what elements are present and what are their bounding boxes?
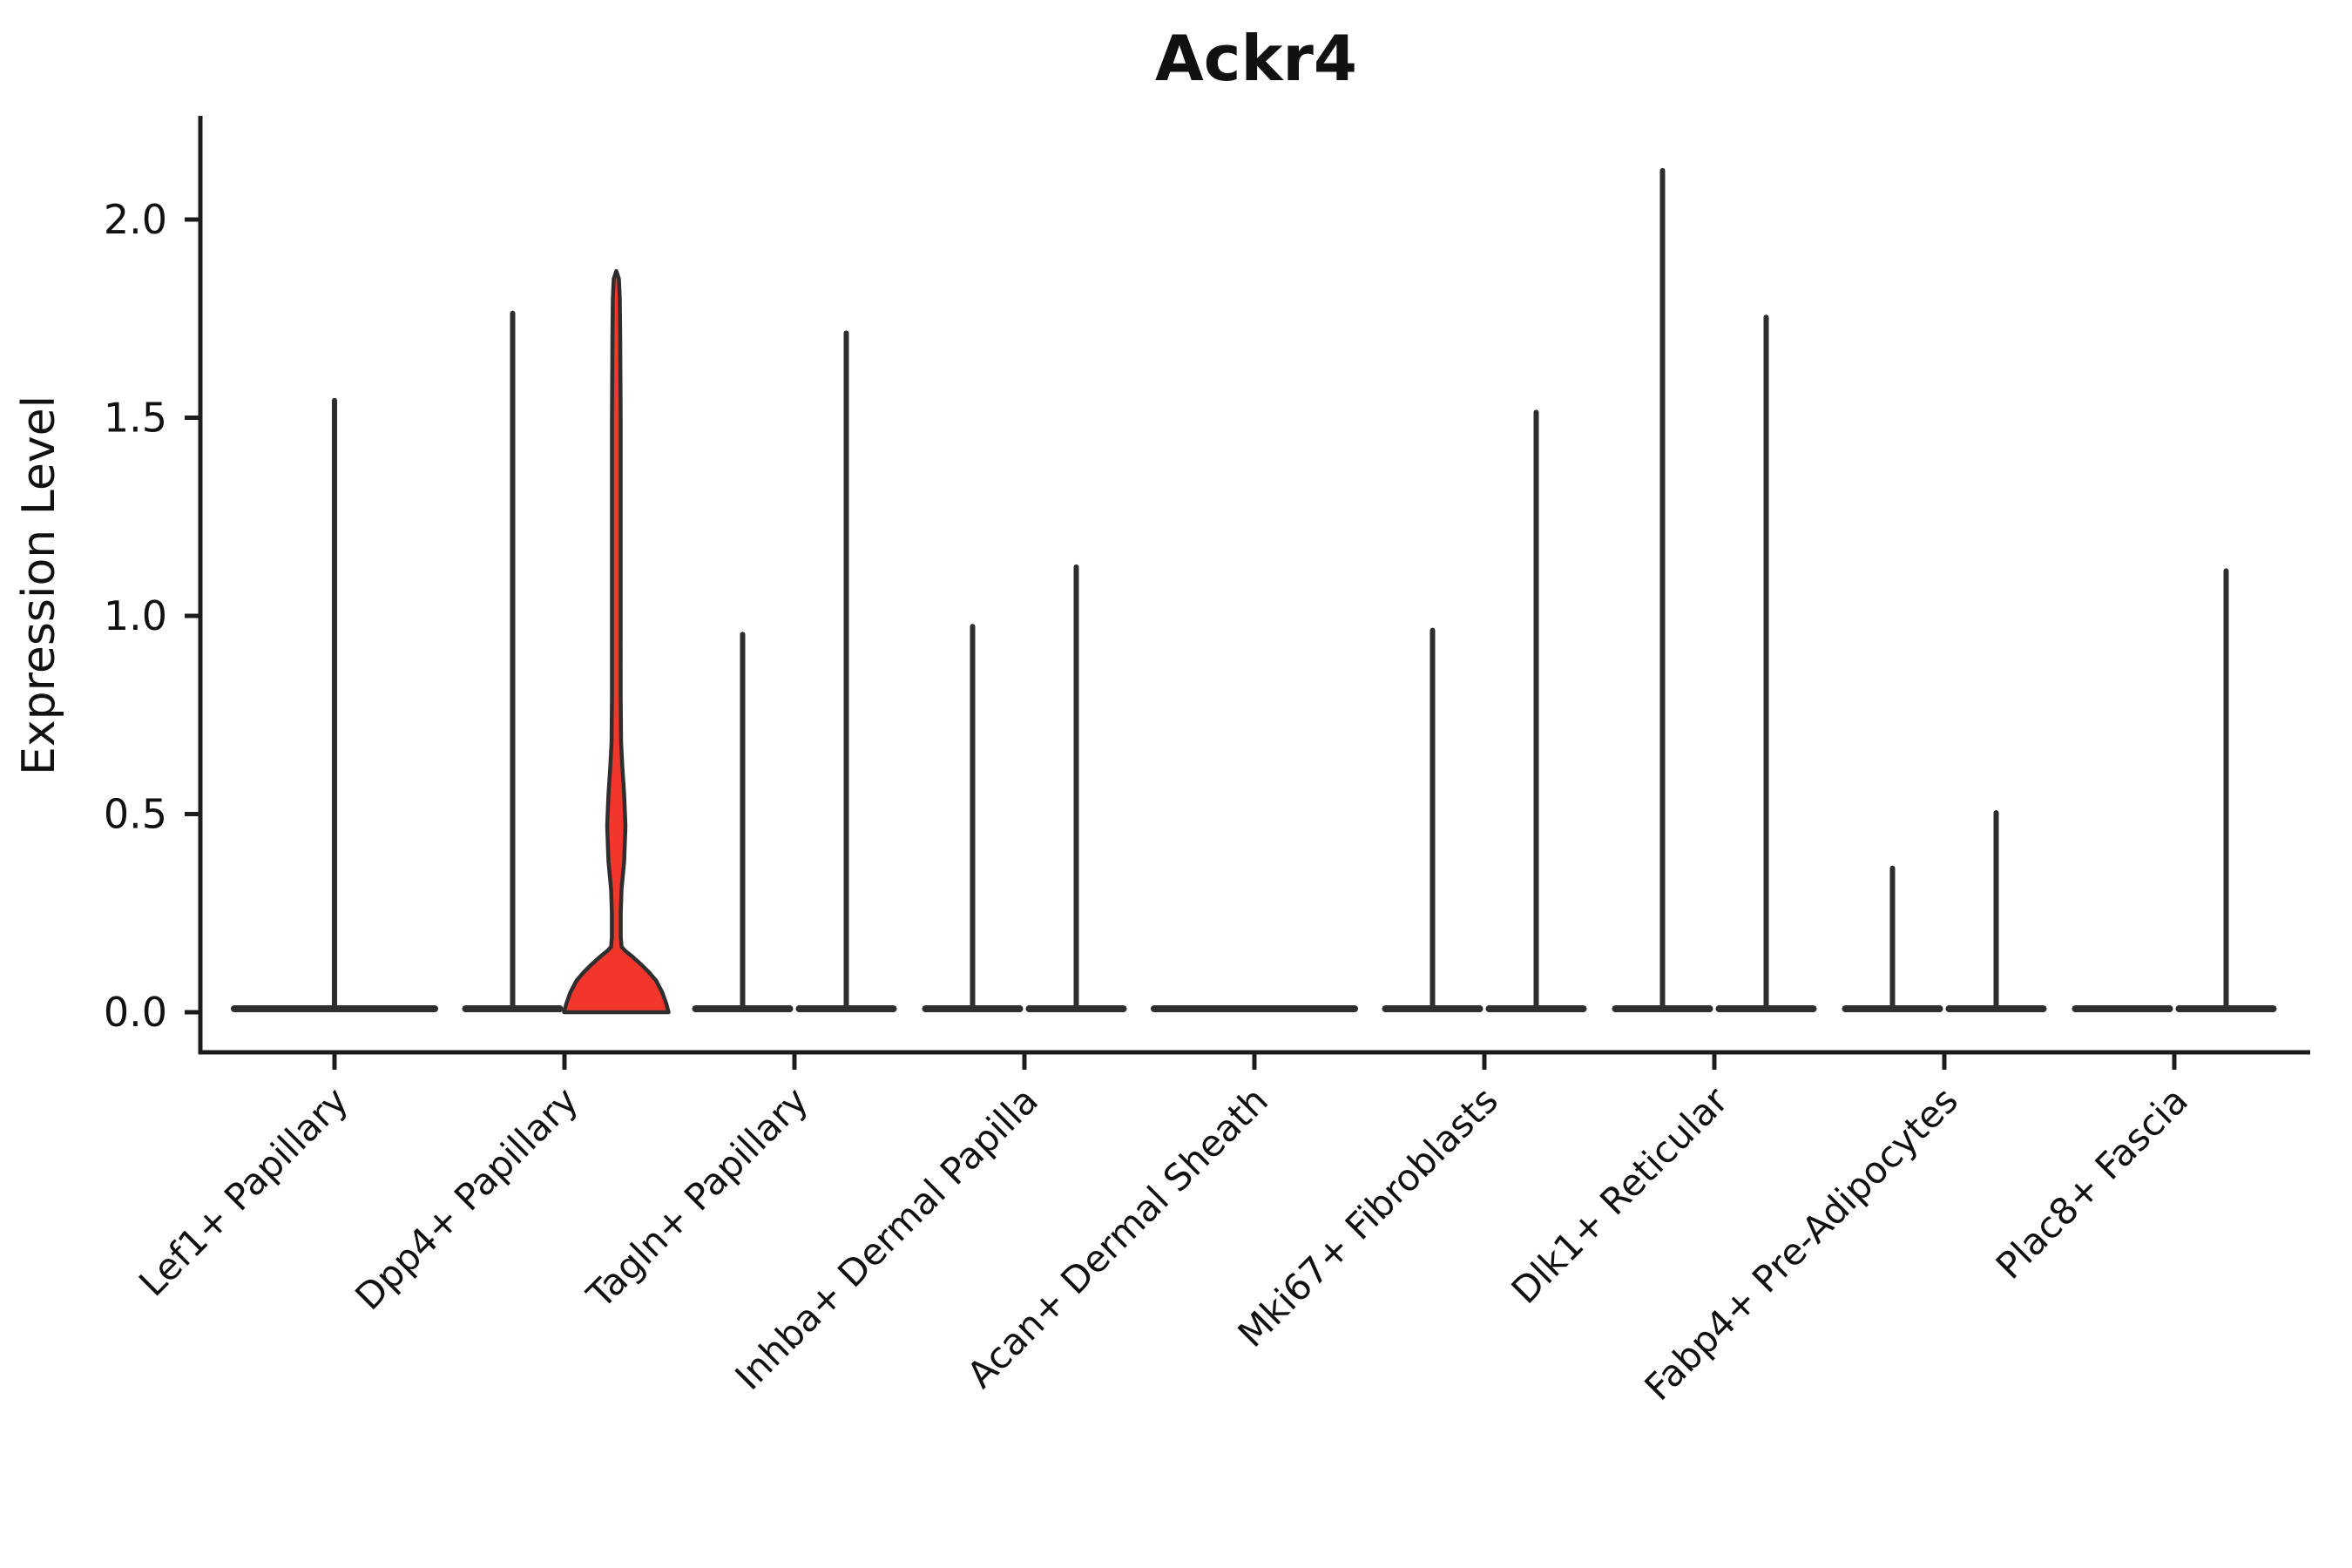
y-tick-label: 0.0 <box>104 989 167 1036</box>
x-tick-label: Lef1+ Papillary <box>131 1078 356 1304</box>
x-tick-label: Tagln+ Papillary <box>578 1078 816 1316</box>
violin-highlighted <box>562 268 671 1015</box>
y-tick-label: 0.5 <box>104 791 167 838</box>
x-tick-label: Dpp4+ Papillary <box>347 1078 586 1318</box>
y-axis-label: Expression Level <box>13 395 65 775</box>
x-tick-label: Plac8+ Fascia <box>1988 1078 2196 1287</box>
y-tick-label: 1.0 <box>104 592 167 639</box>
violin-series <box>231 167 2277 1015</box>
x-tick-label: Dlk1+ Reticular <box>1504 1078 1737 1312</box>
y-tick-label: 2.0 <box>104 196 167 243</box>
chart-title: Ackr4 <box>1155 22 1357 95</box>
x-tick-label: Mki67+ Fibroblasts <box>1230 1078 1506 1355</box>
y-tick-label: 1.5 <box>104 395 167 442</box>
